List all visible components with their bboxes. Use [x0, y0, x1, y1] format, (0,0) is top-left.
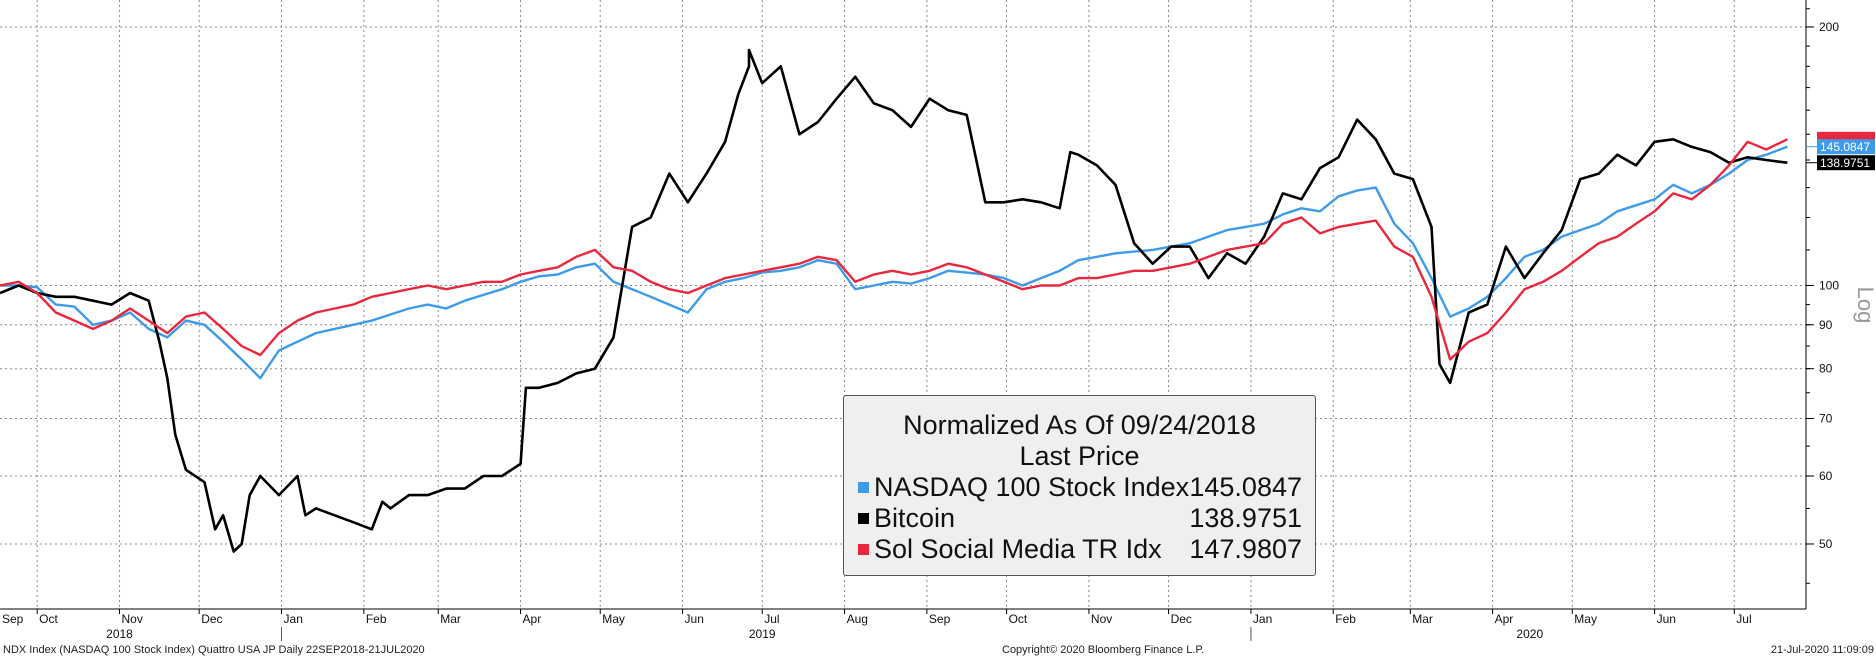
x-tick-label: Jan: [1253, 612, 1272, 626]
x-tick-label: Nov: [1091, 612, 1112, 626]
footer-source: NDX Index (NASDAQ 100 Stock Index) Quatt…: [3, 644, 425, 656]
grid-lines: [0, 0, 1806, 609]
price-tag-label: 145.0847: [1820, 140, 1870, 154]
x-tick-label: Sep: [2, 612, 24, 626]
x-tick-label: Jul: [1736, 612, 1751, 626]
x-tick-label: Dec: [1171, 612, 1192, 626]
legend-item-value: 145.0847: [1189, 472, 1302, 502]
x-tick-label: Jan: [284, 612, 303, 626]
x-tick-label: Dec: [201, 612, 222, 626]
y-tick-label: 90: [1819, 318, 1833, 332]
x-year-label: 2020: [1516, 627, 1543, 641]
legend-item-label: Sol Social Media TR Idx: [874, 534, 1162, 564]
y-tick-label: 80: [1819, 362, 1833, 376]
series-line-sol-social-media-tr-idx: [0, 138, 1788, 361]
legend-title: Normalized As Of 09/24/2018: [903, 410, 1256, 440]
legend-item-value: 147.9807: [1189, 534, 1302, 564]
y-tick-label: 50: [1819, 537, 1833, 551]
x-tick-label: Oct: [1009, 612, 1028, 626]
legend-item-nasdaq: NASDAQ 100 Stock Index 145.0847: [844, 472, 1315, 503]
axes: 50 60 70 80 90 100 200 Log Sep Oct Nov Dec Jan Feb Mar…: [0, 0, 1876, 641]
x-tick-label: Mar: [440, 612, 461, 626]
x-tick-label: Mar: [1412, 612, 1433, 626]
price-tags: 145.0847 138.9751: [1806, 131, 1875, 171]
x-year-label: 2018: [106, 627, 133, 641]
price-tag-box: [1817, 155, 1875, 171]
legend-box: Normalized As Of 09/24/2018 Last Price N…: [843, 395, 1316, 576]
legend-item-value: 138.9751: [1189, 503, 1302, 533]
x-tick-label: Aug: [847, 612, 868, 626]
x-tick-label: Jul: [764, 612, 779, 626]
x-tick-label: Feb: [366, 612, 387, 626]
legend-swatch: [858, 482, 869, 493]
legend-item-social-media: Sol Social Media TR Idx 147.9807: [844, 534, 1315, 565]
legend-subtitle: Last Price: [1019, 441, 1140, 471]
x-tick-label: Sep: [929, 612, 951, 626]
x-tick-label: Jun: [1657, 612, 1676, 626]
series-line-bitcoin: [0, 48, 1788, 553]
y-tick-label: 200: [1819, 20, 1839, 34]
x-tick-label: Oct: [39, 612, 58, 626]
x-tick-label: May: [1574, 612, 1597, 626]
x-year-label: 2019: [749, 627, 776, 641]
legend-swatch: [858, 544, 869, 555]
price-tag-box: [1817, 139, 1875, 155]
series-layer: [0, 48, 1788, 553]
x-tick-label: Apr: [523, 612, 542, 626]
legend-item-label: Bitcoin: [874, 503, 956, 533]
y-axis-label: Log: [1853, 287, 1876, 324]
price-tag-label: 138.9751: [1820, 156, 1870, 170]
footer-timestamp: 21-Jul-2020 11:09:09: [1770, 644, 1874, 656]
legend-item-bitcoin: Bitcoin 138.9751: [844, 503, 1315, 534]
series-line-nasdaq-100-stock-index: [0, 145, 1788, 380]
y-tick-label: 100: [1819, 278, 1839, 292]
legend-swatch: [858, 513, 869, 524]
x-tick-label: Jun: [685, 612, 704, 626]
x-tick-label: Apr: [1495, 612, 1514, 626]
x-tick-label: May: [602, 612, 625, 626]
footer-copyright: Copyright© 2020 Bloomberg Finance L.P.: [1002, 644, 1205, 656]
legend-item-label: NASDAQ 100 Stock Index: [874, 472, 1190, 502]
x-tick-label: Feb: [1335, 612, 1356, 626]
y-tick-label: 60: [1819, 469, 1833, 483]
y-tick-label: 70: [1819, 411, 1833, 425]
x-tick-label: Nov: [122, 612, 143, 626]
